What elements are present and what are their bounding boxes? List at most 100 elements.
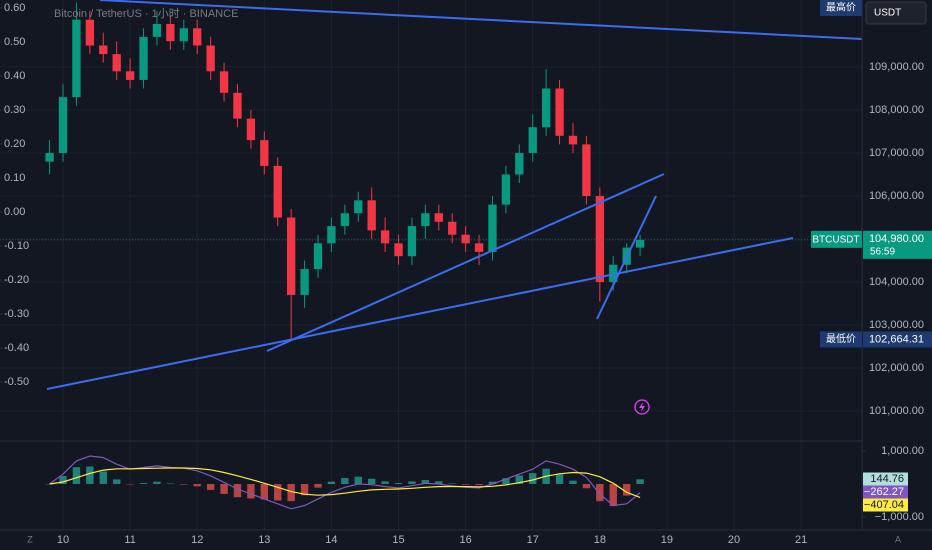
candle-body [474,243,484,252]
candle-body [367,200,376,231]
low-price-box [863,331,932,348]
macd-hist-bar [529,473,537,485]
candle-body [340,213,350,227]
macd-hist-bar [193,484,201,487]
macd-tick-label: −1,000.00 [875,511,924,523]
y2-tick-label: 0.40 [4,70,25,82]
macd-hist-bar [72,467,81,485]
macd-hist-bar [86,466,94,485]
candle-body [501,174,511,205]
candle-body [152,23,162,37]
y-tick-label: 102,000.00 [869,362,924,374]
y-tick-label: 106,000.00 [869,190,924,202]
symbol-label: BTCUSDT [812,235,859,246]
candle-body [139,36,148,80]
high-label: 最高价 [826,1,856,14]
y2-tick-label: -0.50 [4,376,29,388]
candle-body [421,213,430,227]
candle-body [448,221,457,235]
macd-hist-bar [113,479,121,485]
alert-icon[interactable] [634,399,650,415]
candle-body [112,54,121,72]
macd-hist-bar [435,481,443,485]
macd-hist-bar [300,484,309,496]
x-tick-label: 18 [594,534,606,546]
candle-body [327,226,336,244]
currency-button[interactable] [865,1,927,25]
macd-value-box [863,485,908,499]
candle-body [541,88,551,128]
chart-title: Bitcoin / TetherUS · 1小时 · BINANCE [54,7,238,20]
macd-hist-bar [609,484,617,507]
candle-body [354,200,363,214]
y2-tick-label: -0.40 [4,342,29,354]
macd-hist-bar [502,478,510,485]
macd-hist-bar [569,480,577,485]
y-tick-label: 109,000.00 [869,61,924,73]
macd-hist-bar [394,483,403,485]
macd-tick-label: 1,000.00 [881,445,924,457]
macd-hist-bar [126,484,134,485]
candle-body [300,269,309,295]
x-tick-label: 17 [527,534,539,546]
countdown: 56:59 [870,247,895,258]
candle-body [515,153,524,175]
y2-tick-label: -0.10 [4,240,29,252]
currency[interactable]: USDT [874,8,901,19]
x-tick-label: 16 [459,534,471,546]
candle-body [568,135,578,145]
candle-body [407,226,417,257]
y2-tick-label: 0.10 [4,172,25,184]
candle-body [595,196,604,283]
macd-hist-bar [582,484,591,489]
x-tick-label: 10 [57,534,69,546]
x-tick-label: 21 [795,534,807,546]
candle-body [179,28,188,42]
macd-hist-bar [287,484,295,502]
x-tick-label: 12 [191,534,203,546]
candle-body [206,45,215,72]
macd-hist-bar [166,483,175,485]
macd-hist-bar [180,484,188,485]
macd-hist-bar [515,475,523,485]
macd-line [49,467,641,498]
trend-line [99,0,863,40]
macd-hist-bar [354,476,362,485]
macd-hist-bar [381,481,389,485]
macd-hist-bar [596,484,604,502]
y2-tick-label: 0.30 [4,104,25,116]
candle-body [528,127,537,154]
macd-hist-bar [314,484,322,488]
y-tick-label: 107,000.00 [869,147,924,159]
macd-hist-bar [153,481,161,485]
y-tick-label: 103,000.00 [869,319,924,331]
macd-hist-bar [488,481,497,485]
x-tick-label: 19 [661,534,673,546]
candle-body [72,19,81,98]
candle-body [394,243,403,257]
x-tick-label: 13 [258,534,270,546]
low-price-label: 102,664.31 [869,333,924,345]
trend-line [46,237,794,390]
alert-icon[interactable] [639,402,645,412]
x-tick-label: 11 [124,534,135,546]
candle-body [555,88,564,136]
corner-label[interactable]: A [895,534,901,544]
candle-body [246,118,256,141]
candle-body [380,230,390,244]
macd-hist-bar [555,474,564,485]
high-label-box [820,0,862,16]
candle-body [313,243,323,270]
price-axis [862,0,932,530]
macd-hist-bar [367,478,376,485]
macd-hist-bar [327,481,336,485]
macd-hist-bar [139,483,148,485]
y2-tick-label: 0.20 [4,138,25,150]
y2-tick-label: 0.00 [4,206,25,218]
candle-body [461,234,470,244]
candle-body [99,45,108,55]
x-tick-label: 20 [728,534,740,546]
corner-label[interactable]: Z [27,534,33,544]
candle-body [286,217,296,295]
candle-body [125,71,135,80]
